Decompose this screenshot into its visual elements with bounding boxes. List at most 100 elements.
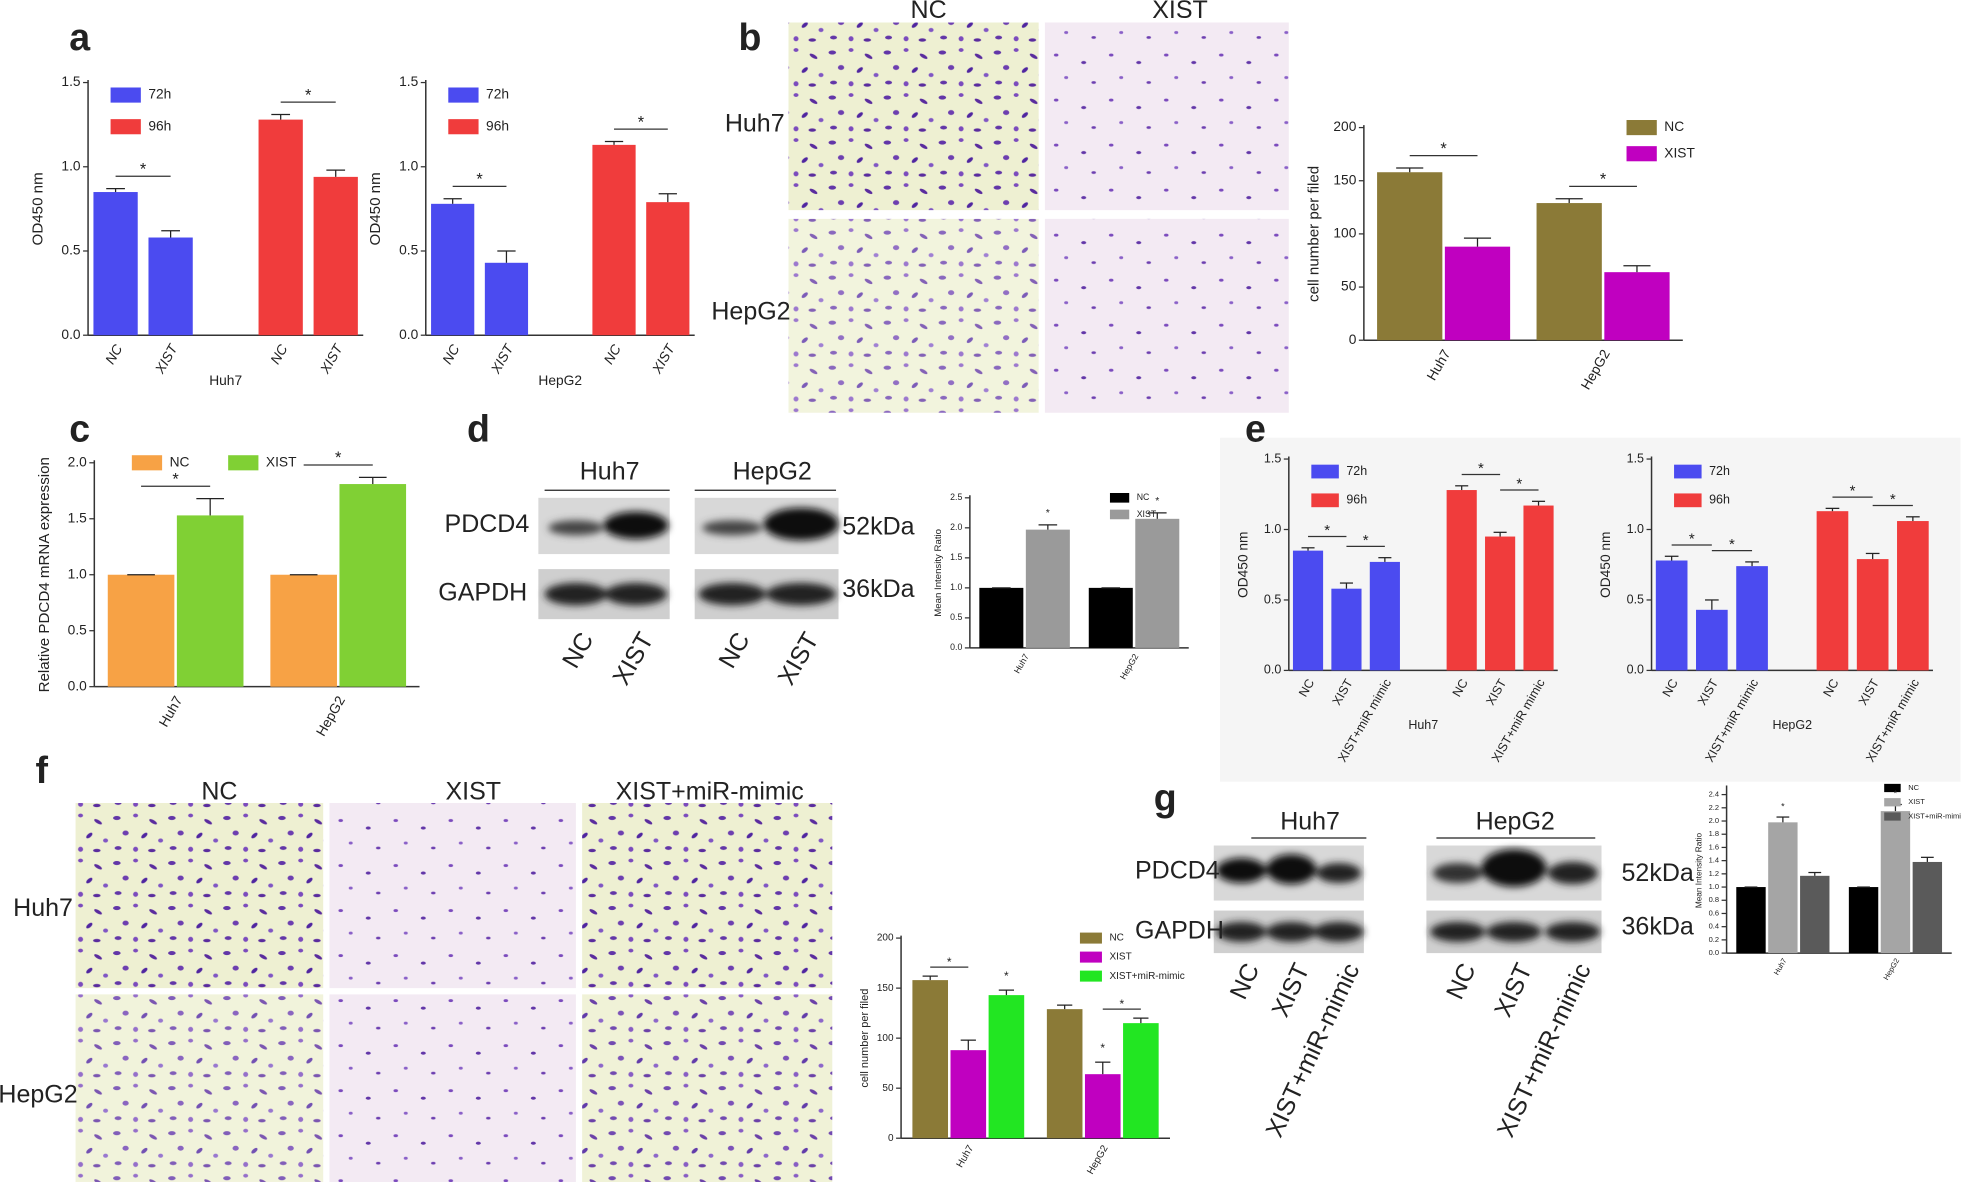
x-tick-label: Huh7 <box>1772 957 1789 977</box>
lane-label: NC <box>1225 959 1266 1004</box>
bar <box>1655 560 1688 671</box>
bar <box>1485 536 1516 671</box>
y-tick-label: 1.0 <box>1709 882 1719 891</box>
significance-label: * <box>1689 530 1695 547</box>
bar <box>107 574 175 687</box>
y-tick-label: 0.5 <box>61 243 80 258</box>
y-tick-label: 50 <box>1341 279 1357 294</box>
size-label: 36kDa <box>1622 913 1694 941</box>
legend-label: XIST <box>1137 509 1157 519</box>
panel-letter: a <box>69 16 91 58</box>
y-tick-label: 1.0 <box>61 158 80 173</box>
y-tick-label: 0.5 <box>399 243 418 258</box>
y-axis-label: OD450 nm <box>30 172 47 245</box>
bar <box>1912 861 1943 954</box>
legend-swatch <box>228 455 259 471</box>
protein-label: PDCD4 <box>445 510 530 538</box>
legend-swatch <box>1674 493 1702 508</box>
x-tick-label: NC <box>268 342 291 367</box>
significance-label: * <box>335 449 342 467</box>
significance-label: * <box>140 160 147 178</box>
y-tick-label: 0.5 <box>950 612 962 622</box>
legend-swatch <box>1109 492 1130 503</box>
y-tick-label: 1.5 <box>399 74 418 89</box>
y-tick-label: 1.2 <box>1709 869 1719 878</box>
bar <box>431 203 475 336</box>
x-tick-label: XIST <box>152 341 182 377</box>
legend-label: XIST+miR-mimic <box>1109 971 1184 982</box>
micrograph <box>329 994 576 1182</box>
size-label: 36kDa <box>842 575 914 603</box>
panel-letter: d <box>467 407 490 449</box>
x-axis-label: HepG2 <box>1772 718 1812 732</box>
image-row-label: Huh7 <box>13 894 73 922</box>
bar <box>592 144 636 336</box>
bar <box>1369 561 1400 671</box>
significance-label: * <box>1729 536 1735 553</box>
protein-label: PDCD4 <box>1135 856 1220 884</box>
bar <box>1800 875 1830 954</box>
bar <box>1123 1023 1159 1139</box>
lane-label: NC <box>713 628 755 673</box>
x-tick-label: XIST <box>649 341 679 377</box>
legend-swatch <box>110 119 141 135</box>
y-tick-label: 2.4 <box>1709 790 1719 799</box>
x-tick-label: HepG2 <box>1118 652 1141 681</box>
y-tick-label: 2.2 <box>1709 803 1719 812</box>
legend-label: NC <box>1664 119 1684 134</box>
protein-label: GAPDH <box>438 579 527 607</box>
y-axis-label: OD450 nm <box>1235 531 1250 598</box>
legend-label: NC <box>1109 933 1123 944</box>
bar <box>1856 559 1889 671</box>
legend-swatch <box>131 455 163 471</box>
legend-label: XIST <box>1109 952 1131 963</box>
y-tick-label: 100 <box>1333 226 1356 241</box>
y-tick-label: 1.0 <box>1627 522 1644 536</box>
significance-label: * <box>1324 522 1330 539</box>
bar <box>988 995 1025 1139</box>
significance-label: * <box>305 86 312 104</box>
y-tick-label: 2.0 <box>1709 816 1719 825</box>
legend-swatch <box>1626 120 1657 136</box>
y-tick-label: 2.0 <box>68 454 87 469</box>
legend-label: 72h <box>1346 464 1367 478</box>
significance-label: * <box>1478 460 1484 477</box>
bar <box>1696 609 1728 671</box>
legend-swatch <box>1079 951 1102 963</box>
significance-label: * <box>476 171 483 189</box>
lane-label: NC <box>1441 959 1482 1004</box>
x-tick-label: XIST <box>488 341 518 377</box>
y-axis-label: cell number per filed <box>1305 166 1322 302</box>
bar <box>1768 822 1798 954</box>
y-tick-label: 1.5 <box>950 552 962 562</box>
bar <box>912 980 949 1139</box>
legend-label: 96h <box>1709 493 1730 507</box>
x-tick-label: Huh7 <box>156 693 185 729</box>
bar <box>1046 1009 1083 1139</box>
y-tick-label: 200 <box>877 933 894 944</box>
x-tick-label: NC <box>440 342 463 367</box>
lane-label: XIST <box>772 628 824 690</box>
significance-label: * <box>1155 495 1159 507</box>
y-tick-label: 0 <box>888 1133 894 1144</box>
legend-label: 96h <box>1346 493 1367 507</box>
legend-swatch <box>1109 509 1130 520</box>
micrograph <box>75 803 324 989</box>
bar <box>484 262 529 336</box>
micrograph <box>582 803 833 989</box>
bar <box>1084 1074 1121 1139</box>
bar <box>646 202 690 336</box>
y-tick-label: 2.0 <box>950 522 962 532</box>
image-column-label: XIST <box>446 778 502 806</box>
y-tick-label: 0.8 <box>1709 895 1719 904</box>
micrograph <box>1044 218 1289 413</box>
y-tick-label: 2.5 <box>950 492 962 502</box>
legend-label: 72h <box>486 87 509 102</box>
lane-label: NC <box>557 628 599 673</box>
bar <box>1292 550 1324 671</box>
blot-group: HepG2 <box>733 457 812 485</box>
y-tick-label: 100 <box>877 1033 894 1044</box>
bar <box>979 587 1024 648</box>
